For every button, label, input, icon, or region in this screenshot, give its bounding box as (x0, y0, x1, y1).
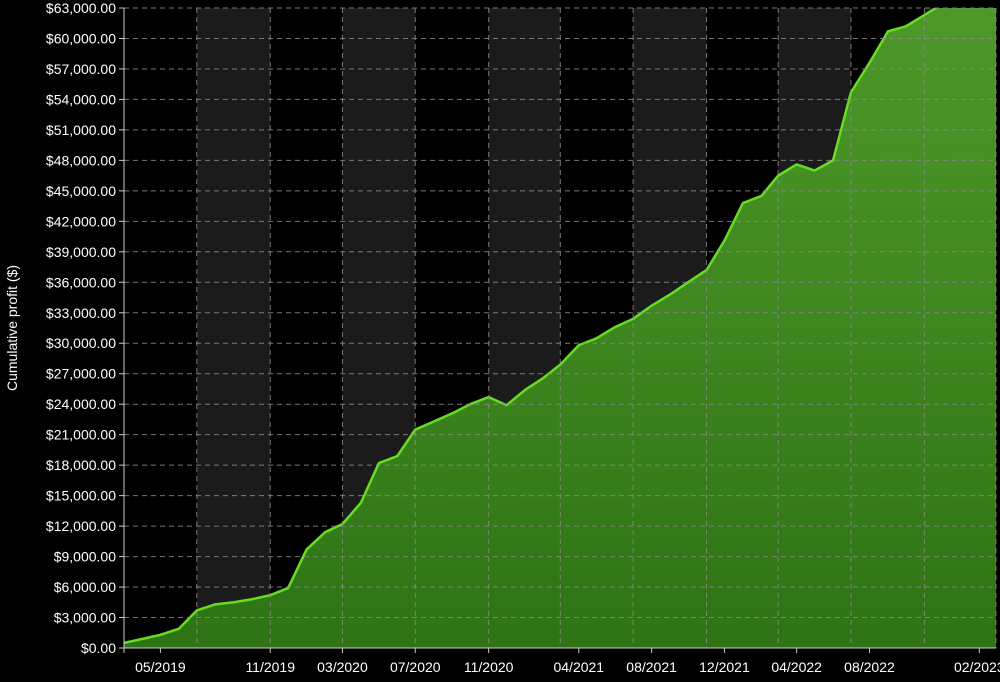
y-tick-label: $30,000.00 (46, 335, 116, 351)
x-tick-label: 02/2023 (954, 659, 1000, 675)
x-tick-label: 08/2022 (844, 659, 895, 675)
x-tick-label: 11/2019 (245, 659, 295, 675)
y-tick-label: $36,000.00 (46, 274, 116, 290)
y-tick-label: $57,000.00 (46, 61, 116, 77)
background-band (196, 8, 271, 648)
x-tick-label: 08/2021 (626, 659, 677, 675)
x-tick-label: 07/2020 (390, 659, 441, 675)
y-tick-label: $39,000.00 (46, 244, 116, 260)
y-axis-title: Cumulative profit ($) (4, 265, 20, 391)
y-tick-label: $6,000.00 (54, 579, 116, 595)
y-tick-label: $9,000.00 (54, 549, 116, 565)
y-tick-label: $21,000.00 (46, 427, 116, 443)
axes (119, 8, 996, 653)
y-tick-label: $15,000.00 (46, 488, 116, 504)
y-tick-label: $33,000.00 (46, 305, 116, 321)
x-tick-label: 03/2020 (317, 659, 368, 675)
y-tick-label: $45,000.00 (46, 183, 116, 199)
x-tick-label: 04/2022 (771, 659, 822, 675)
x-tick-label: 05/2019 (135, 659, 186, 675)
y-tick-label: $27,000.00 (46, 366, 116, 382)
y-axis-ticks: $0.00 $3,000.00 $6,000.00 $9,000.00 $12,000.… (46, 0, 124, 656)
y-tick-label: $12,000.00 (46, 518, 116, 534)
x-tick-label: 04/2021 (553, 659, 604, 675)
y-tick-label: $0.00 (81, 640, 116, 656)
y-tick-label: $18,000.00 (46, 457, 116, 473)
y-tick-label: $51,000.00 (46, 122, 116, 138)
x-tick-label: 12/2021 (699, 659, 750, 675)
y-tick-label: $63,000.00 (46, 0, 116, 16)
y-tick-label: $48,000.00 (46, 152, 116, 168)
y-tick-label: $54,000.00 (46, 91, 116, 107)
y-tick-label: $24,000.00 (46, 396, 116, 412)
y-tick-label: $42,000.00 (46, 213, 116, 229)
y-tick-label: $3,000.00 (54, 610, 116, 626)
x-axis-ticks: 05/2019 11/2019 03/2020 07/2020 11/2020 04/20… (135, 648, 1000, 675)
grid-lines (124, 7, 997, 648)
y-tick-label: $60,000.00 (46, 30, 116, 46)
x-tick-label: 11/2020 (464, 659, 514, 675)
